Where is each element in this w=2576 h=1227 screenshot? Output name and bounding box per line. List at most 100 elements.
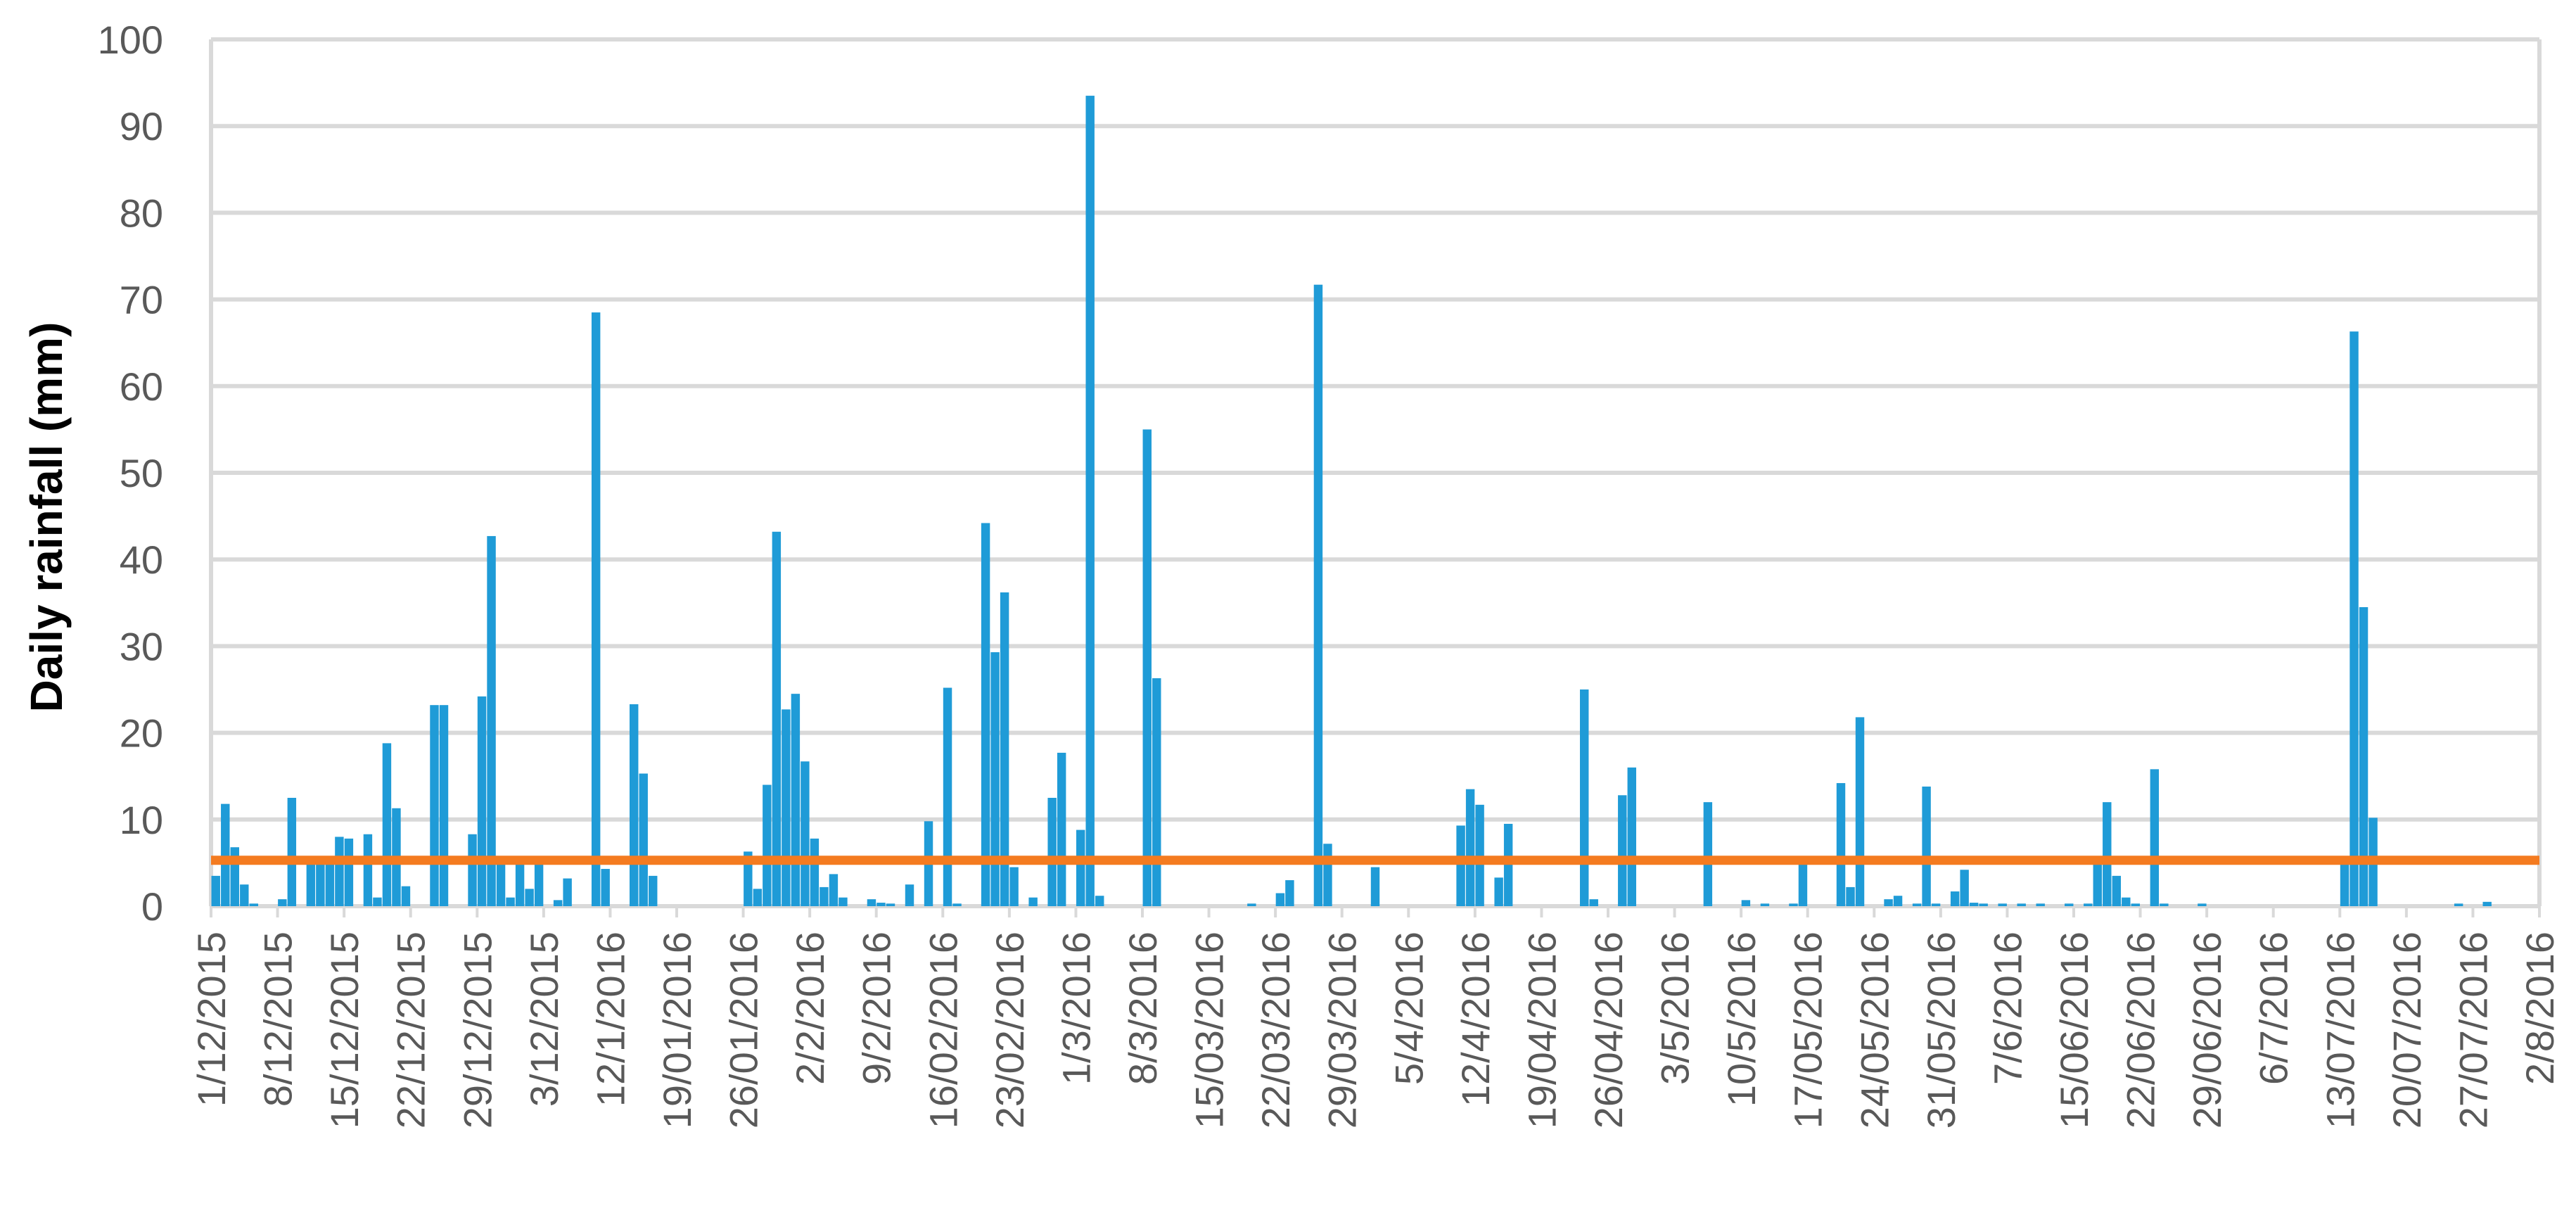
x-tick-label: 5/4/2016 bbox=[1386, 932, 1431, 1085]
x-tick-label: 6/7/2016 bbox=[2252, 932, 2296, 1085]
y-tick-label: 30 bbox=[120, 624, 163, 668]
rainfall-bar bbox=[801, 761, 810, 906]
rainfall-bar bbox=[2065, 903, 2074, 906]
rainfall-bar bbox=[782, 709, 791, 906]
y-tick-label: 70 bbox=[120, 278, 163, 322]
rainfall-bar bbox=[496, 863, 506, 906]
y-tick-label: 50 bbox=[120, 451, 163, 495]
y-tick-label: 10 bbox=[120, 798, 163, 842]
rainfall-bar bbox=[1998, 903, 2007, 906]
rainfall-bar bbox=[1618, 795, 1627, 906]
x-tick-label: 12/1/2016 bbox=[588, 932, 632, 1107]
x-tick-label: 29/03/2016 bbox=[1320, 932, 1365, 1129]
rainfall-bar bbox=[1798, 860, 1808, 906]
rainfall-bar bbox=[515, 863, 525, 906]
rainfall-bar bbox=[401, 886, 411, 906]
rainfall-bar bbox=[2150, 769, 2160, 906]
rainfall-bar bbox=[2093, 856, 2102, 906]
rainfall-bar bbox=[1494, 877, 1503, 906]
rainfall-bar bbox=[439, 705, 449, 906]
rainfall-bar bbox=[763, 784, 772, 906]
x-tick-label: 1/12/2015 bbox=[189, 932, 234, 1107]
rainfall-bar bbox=[211, 875, 220, 906]
x-tick-label: 24/05/2016 bbox=[1852, 932, 1896, 1129]
rainfall-bar bbox=[1247, 903, 1256, 906]
rainfall-bar bbox=[1893, 896, 1903, 906]
rainfall-bar bbox=[744, 851, 753, 906]
rainfall-bar bbox=[563, 878, 572, 906]
rainfall-bar bbox=[829, 874, 839, 906]
rainfall-bar bbox=[810, 838, 820, 906]
x-tick-label: 3/5/2016 bbox=[1653, 932, 1697, 1085]
x-tick-label: 26/04/2016 bbox=[1586, 932, 1631, 1129]
rainfall-bar bbox=[335, 837, 344, 906]
rainfall-bar bbox=[867, 899, 876, 906]
x-tick-label: 17/05/2016 bbox=[1786, 932, 1830, 1129]
rainfall-bar bbox=[1285, 880, 1294, 906]
rainfall-bar bbox=[2122, 897, 2131, 906]
x-tick-label: 15/12/2015 bbox=[322, 932, 366, 1129]
rainfall-bar bbox=[1979, 903, 1988, 906]
rainfall-bar bbox=[1855, 717, 1865, 906]
rainfall-bar bbox=[287, 798, 297, 906]
y-tick-label: 80 bbox=[120, 191, 163, 235]
x-tick-label: 8/12/2015 bbox=[256, 932, 300, 1107]
rainfall-bar bbox=[1028, 897, 1038, 906]
rainfall-bar bbox=[240, 884, 249, 906]
rainfall-bar bbox=[2160, 903, 2169, 906]
rainfall-bar bbox=[753, 889, 763, 906]
rainfall-bar bbox=[249, 903, 259, 906]
rainfall-bar bbox=[2198, 903, 2207, 906]
x-tick-label: 8/3/2016 bbox=[1121, 932, 1165, 1085]
rainfall-bar bbox=[791, 694, 801, 906]
rainfall-bar bbox=[629, 704, 639, 906]
x-tick-label: 2/2/2016 bbox=[788, 932, 832, 1085]
rainfall-bar bbox=[1969, 903, 1979, 906]
rainfall-bar bbox=[316, 863, 325, 906]
rainfall-bar bbox=[1076, 829, 1085, 906]
rainfall-bar bbox=[1627, 767, 1636, 906]
x-tick-label: 23/02/2016 bbox=[988, 932, 1032, 1129]
rainfall-bar bbox=[1095, 896, 1104, 906]
rainfall-bar bbox=[2359, 606, 2368, 906]
rainfall-bar bbox=[1884, 899, 1893, 906]
rainfall-bar bbox=[649, 875, 658, 906]
rainfall-bar bbox=[1456, 825, 1465, 906]
rainfall-bar bbox=[990, 652, 1000, 906]
rainfall-bar bbox=[1922, 786, 1931, 906]
x-tick-label: 10/5/2016 bbox=[1719, 932, 1764, 1107]
rainfall-bar bbox=[2084, 903, 2093, 906]
rainfall-bar bbox=[1009, 867, 1019, 906]
rainfall-bar bbox=[772, 531, 782, 906]
x-tick-label: 12/4/2016 bbox=[1453, 932, 1498, 1107]
y-tick-label: 60 bbox=[120, 364, 163, 409]
rainfall-bar bbox=[1370, 867, 1380, 906]
rainfall-bar bbox=[553, 900, 563, 906]
rainfall-bar bbox=[2017, 903, 2026, 906]
rainfall-bar bbox=[1846, 886, 1855, 906]
rainfall-bar bbox=[506, 897, 515, 906]
x-tick-label: 22/06/2016 bbox=[2119, 932, 2163, 1129]
x-tick-labels: 1/12/2015 8/12/2015 15/12/2015 22/12/2015 29… bbox=[189, 932, 2562, 1129]
y-tick-label: 40 bbox=[120, 538, 163, 582]
rainfall-bar bbox=[373, 897, 382, 906]
rainfall-bar bbox=[1142, 429, 1152, 906]
rainfall-bar bbox=[886, 903, 895, 906]
rainfall-bar bbox=[2112, 875, 2122, 906]
x-tick-label: 9/2/2016 bbox=[855, 932, 899, 1085]
rainfall-bar bbox=[943, 687, 952, 906]
x-tick-label: 27/07/2016 bbox=[2451, 932, 2495, 1129]
rainfall-bar bbox=[1760, 903, 1770, 906]
rainfall-bar bbox=[1589, 899, 1598, 906]
x-tick-label: 15/06/2016 bbox=[2052, 932, 2096, 1129]
rainfall-bar bbox=[221, 803, 230, 906]
rainfall-bar bbox=[1741, 900, 1751, 906]
x-tick-label: 3/12/2015 bbox=[522, 932, 566, 1107]
rainfall-bar bbox=[306, 863, 316, 906]
x-tick-label: 1/3/2016 bbox=[1054, 932, 1098, 1085]
rainfall-bar bbox=[905, 884, 914, 906]
x-tick-label: 22/12/2015 bbox=[389, 932, 433, 1129]
rainfall-bar bbox=[1960, 870, 1969, 906]
